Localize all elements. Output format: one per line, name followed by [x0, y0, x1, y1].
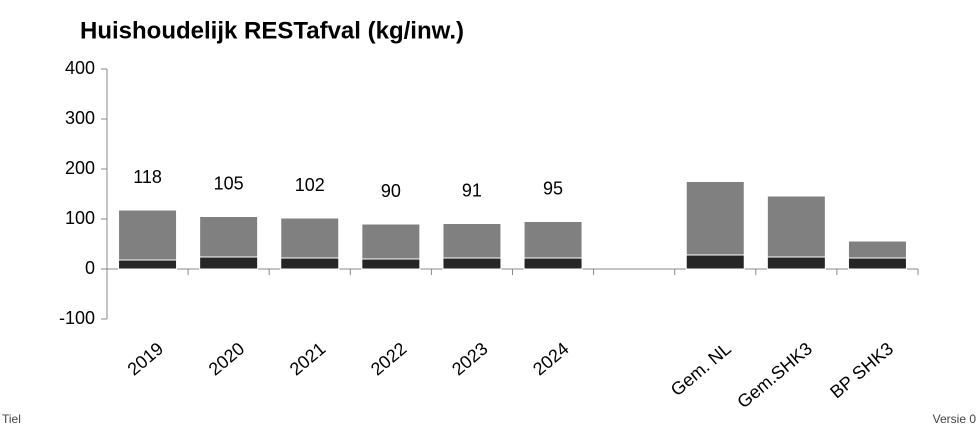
- bar-segment: [847, 240, 907, 259]
- y-tick-label: 300: [65, 108, 95, 128]
- bar-segment: [361, 258, 421, 270]
- footer-left: Tiel: [2, 412, 21, 426]
- bar-segment: [280, 257, 340, 270]
- total-label: 95: [543, 178, 563, 198]
- x-tick-label: 2024: [529, 338, 573, 379]
- bar-segment: [685, 254, 745, 270]
- bar-segment: [685, 181, 745, 256]
- footer-right: Versie 0: [933, 412, 977, 426]
- x-tick-label: 2021: [286, 338, 330, 379]
- x-tick-label: Gem. NL: [667, 338, 735, 400]
- y-tick-label: -100: [59, 308, 95, 328]
- x-tick-label: 2022: [367, 338, 411, 379]
- bar-segment: [118, 209, 178, 261]
- bar-segment: [361, 223, 421, 260]
- x-tick-label: BP SHK3: [826, 338, 897, 402]
- total-label: 91: [462, 180, 482, 200]
- x-tick-label: 2019: [124, 338, 168, 379]
- bar-segment: [118, 259, 178, 270]
- bar-segment: [766, 256, 826, 270]
- y-tick-label: 100: [65, 208, 95, 228]
- y-tick-label: 200: [65, 158, 95, 178]
- total-label: 90: [381, 181, 401, 201]
- bar-segment: [523, 257, 583, 270]
- total-label: 102: [295, 175, 325, 195]
- bar-segment: [442, 257, 502, 270]
- bar-segment: [442, 223, 502, 259]
- total-label: 105: [214, 173, 244, 193]
- bar-segment: [847, 257, 907, 270]
- x-tick-label: 2020: [205, 338, 249, 379]
- y-tick-label: 0: [85, 258, 95, 278]
- bar-segment: [199, 216, 259, 258]
- bar-segment: [280, 217, 340, 259]
- bar-segment: [199, 256, 259, 270]
- chart-title: Huishoudelijk RESTafval (kg/inw.): [80, 17, 464, 44]
- x-tick-label: Gem.SHK3: [733, 338, 816, 412]
- bar-segment: [766, 195, 826, 258]
- x-tick-label: 2023: [448, 338, 492, 379]
- total-label: 118: [133, 167, 162, 187]
- y-tick-label: 400: [65, 58, 95, 78]
- bar-segment: [523, 221, 583, 259]
